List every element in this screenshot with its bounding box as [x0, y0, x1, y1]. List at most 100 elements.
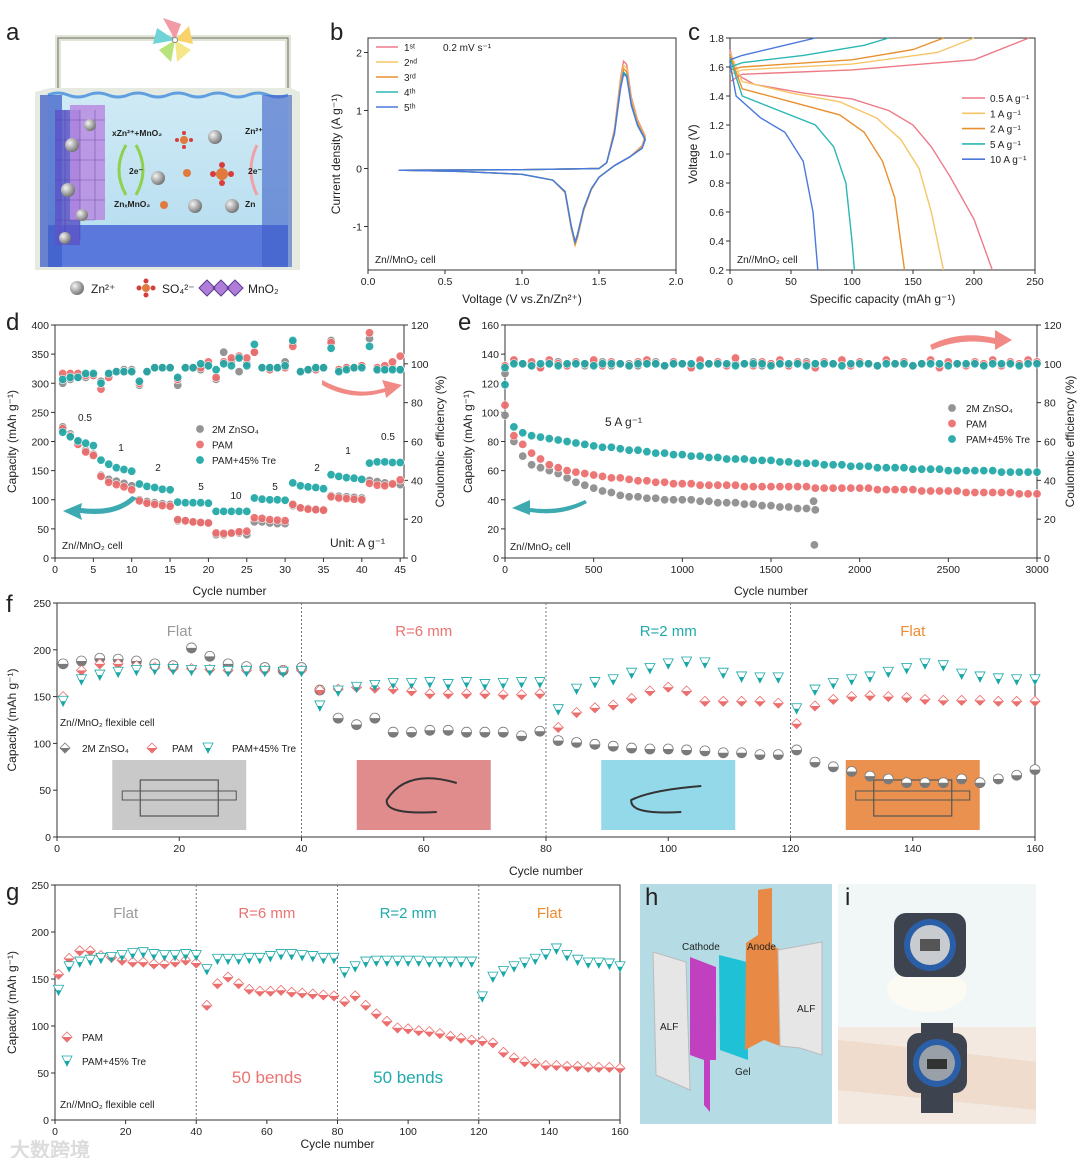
cell-label: Zn//MnO₂ cell [510, 542, 571, 553]
capacity-point [606, 442, 616, 452]
charge-curve [729, 37, 816, 61]
anode-bottom-label: Zn [245, 199, 255, 209]
legend-label: 2M ZnSO₄ [82, 744, 129, 755]
x-tick-label: 80 [540, 843, 552, 855]
capacity-point [988, 466, 998, 476]
capacity-point [535, 454, 545, 464]
capacity-point [580, 468, 590, 478]
legend-label: 1ˢᵗ [404, 43, 415, 54]
capacity-point [544, 460, 554, 470]
unit-label: Unit: A g⁻¹ [330, 536, 385, 550]
ce-point [704, 359, 714, 369]
x-axis-label: Cycle number [734, 584, 808, 598]
y-tick-label: 100 [33, 738, 51, 750]
data-point-fill [479, 732, 490, 738]
y-tick-label: 350 [31, 349, 49, 361]
ce-point [509, 359, 519, 369]
ce-point [326, 343, 336, 353]
capacity-point [509, 422, 519, 432]
discharge-curve [729, 49, 993, 271]
data-point-fill [360, 1005, 371, 1011]
capacity-point [288, 478, 298, 488]
capacity-point [872, 485, 882, 495]
ce-point [518, 359, 528, 369]
ce-point [668, 359, 678, 369]
capacity-point [642, 493, 652, 503]
capacity-point [334, 471, 344, 481]
y-tick-label: 1.6 [709, 62, 724, 74]
ce-point [226, 361, 236, 371]
data-point-fill [904, 668, 910, 674]
y-tick-label: 0 [356, 164, 362, 176]
capacity-point [265, 495, 275, 505]
data-point-fill [350, 995, 361, 1001]
cell-photo-1 [112, 760, 247, 830]
capacity-point [580, 439, 590, 449]
ce-point [303, 365, 313, 375]
ce-point [242, 361, 252, 371]
data-point-fill [681, 690, 692, 696]
data-point-fill [58, 663, 69, 669]
data-point-fill [427, 682, 433, 688]
capacity-point [357, 474, 367, 484]
capacity-point [188, 517, 198, 527]
data-point-fill [233, 983, 244, 989]
capacity-point [748, 482, 758, 492]
ce-point [295, 367, 305, 377]
data-point-fill [172, 955, 178, 961]
y-tick-label: 1.2 [709, 120, 724, 132]
capacity-point [272, 515, 282, 525]
data-point-fill [530, 1063, 541, 1069]
x-tick-label: 150 [904, 276, 922, 288]
y-tick-label: 60 [487, 466, 499, 478]
data-point-fill [553, 740, 564, 746]
capacity-point [1005, 487, 1015, 497]
capacity-point [899, 463, 909, 473]
data-point-fill [434, 1033, 445, 1039]
ce-point [249, 347, 259, 357]
x-tick-label: 100 [659, 843, 677, 855]
capacity-point [104, 459, 114, 469]
y-tick-label: 0 [45, 832, 51, 844]
capacity-point [150, 499, 160, 509]
x-axis-label: Cycle number [192, 584, 266, 598]
ce-point [234, 353, 244, 363]
data-point-fill [867, 676, 873, 682]
ce-point [234, 367, 244, 377]
capacity-point [899, 485, 909, 495]
data-point-fill [534, 693, 545, 699]
x-tick-label: 40 [296, 843, 308, 855]
data-point-fill [461, 732, 472, 738]
x-tick-label: 0 [54, 843, 60, 855]
ce-point [589, 361, 599, 371]
capacity-point [249, 493, 259, 503]
ce-point [196, 359, 206, 369]
ce-point [265, 363, 275, 373]
panel-letter-b: b [330, 19, 343, 46]
legend-label: 5 A g⁻¹ [990, 140, 1022, 151]
y-tick-label: 0.8 [709, 178, 724, 190]
capacity-point [226, 528, 236, 538]
capacity-point [801, 503, 811, 513]
data-point-fill [384, 961, 390, 967]
label-alf-right: ALF [797, 1004, 815, 1015]
data-point-fill [310, 956, 316, 962]
gel-layer [719, 955, 748, 1060]
x-tick-label: 1.0 [515, 276, 530, 288]
ce-point [387, 357, 397, 367]
watch-on-wrist-icon [907, 1023, 967, 1113]
data-point-fill [754, 701, 765, 707]
data-point-fill [53, 974, 64, 980]
data-point-fill [585, 963, 591, 969]
capacity-point [364, 458, 374, 468]
x-tick-label: 3000 [1025, 564, 1049, 576]
capacity-point [651, 493, 661, 503]
x-tick-label: 140 [904, 843, 922, 855]
data-point-fill [718, 701, 729, 707]
legend-marker [195, 424, 205, 434]
capacity-point [872, 463, 882, 473]
capacity-point [380, 457, 390, 467]
legend-label: PAM+45% Tre [966, 435, 1030, 446]
capacity-point [748, 499, 758, 509]
pouch-cell-icon [139, 779, 219, 817]
